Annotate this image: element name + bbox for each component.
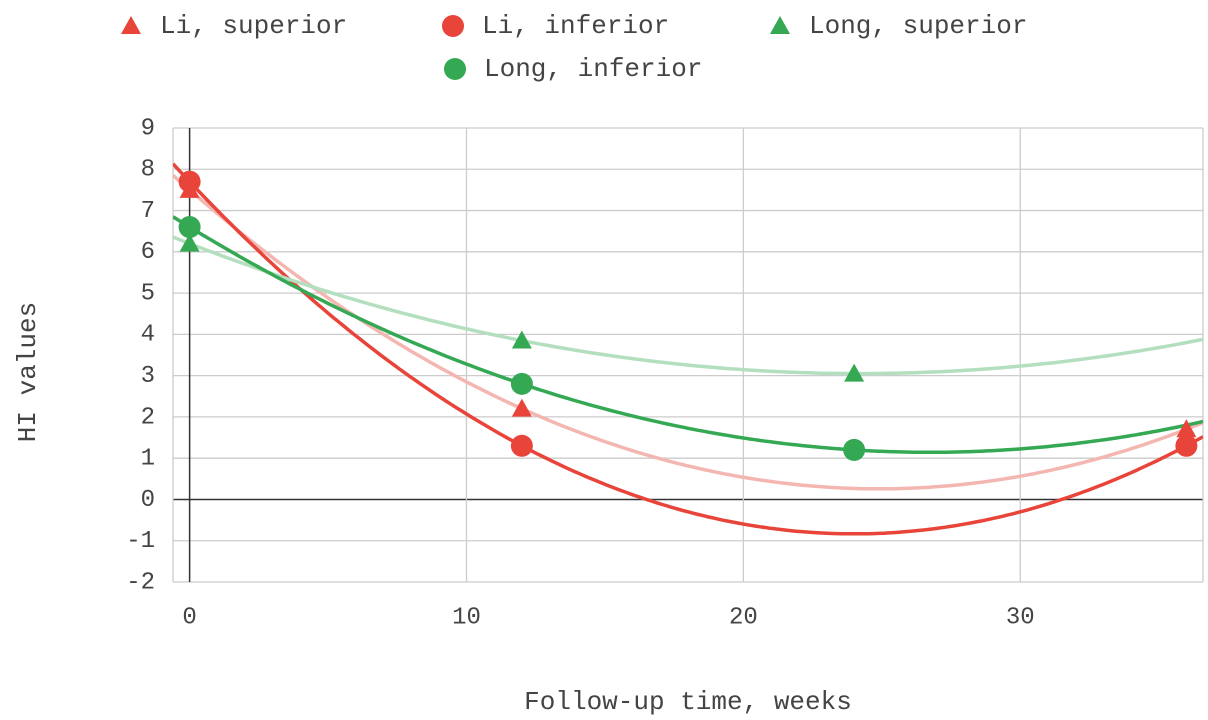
point xyxy=(510,372,533,395)
y-tick-label: 6 xyxy=(141,239,155,266)
point xyxy=(179,233,200,252)
y-tick-label: 2 xyxy=(141,404,155,431)
legend-label: Long, superior xyxy=(809,11,1027,41)
trendline xyxy=(173,215,1203,455)
legend-marker xyxy=(121,16,141,34)
x-tick-label: 30 xyxy=(1006,604,1035,631)
point xyxy=(178,170,201,193)
x-tick-label: 10 xyxy=(452,604,481,631)
point xyxy=(843,438,866,461)
y-tick-label: -1 xyxy=(126,528,155,555)
point xyxy=(178,216,201,239)
y-tick-label: 5 xyxy=(141,280,155,307)
x-tick-label: 20 xyxy=(729,604,758,631)
point xyxy=(511,398,532,417)
y-tick-label: 7 xyxy=(141,198,155,225)
y-tick-label: 3 xyxy=(141,363,155,390)
legend-marker xyxy=(444,58,466,80)
trendlines xyxy=(173,162,1203,536)
legend-label: Li, inferior xyxy=(482,11,669,41)
legend-marker xyxy=(770,16,790,34)
trendline xyxy=(173,173,1203,491)
y-tick-label: 1 xyxy=(141,446,155,473)
y-tick-label: 0 xyxy=(141,487,155,514)
trendline xyxy=(173,162,1203,536)
y-tick-label: -2 xyxy=(126,569,155,596)
x-axis-title: Follow-up time, weeks xyxy=(524,687,852,717)
legend-marker xyxy=(442,15,464,37)
legend-label: Li, superior xyxy=(160,11,347,41)
point xyxy=(1176,419,1197,438)
point xyxy=(510,434,533,457)
trendline xyxy=(173,235,1203,376)
y-tick-label: 9 xyxy=(141,115,155,142)
legend-label: Long, inferior xyxy=(484,54,702,84)
point xyxy=(844,363,865,382)
point xyxy=(1175,434,1198,457)
y-tick-label: 4 xyxy=(141,322,155,349)
point xyxy=(511,330,532,349)
x-tick-label: 0 xyxy=(182,604,196,631)
y-tick-label: 8 xyxy=(141,157,155,184)
y-axis-title: HI values xyxy=(13,302,43,442)
